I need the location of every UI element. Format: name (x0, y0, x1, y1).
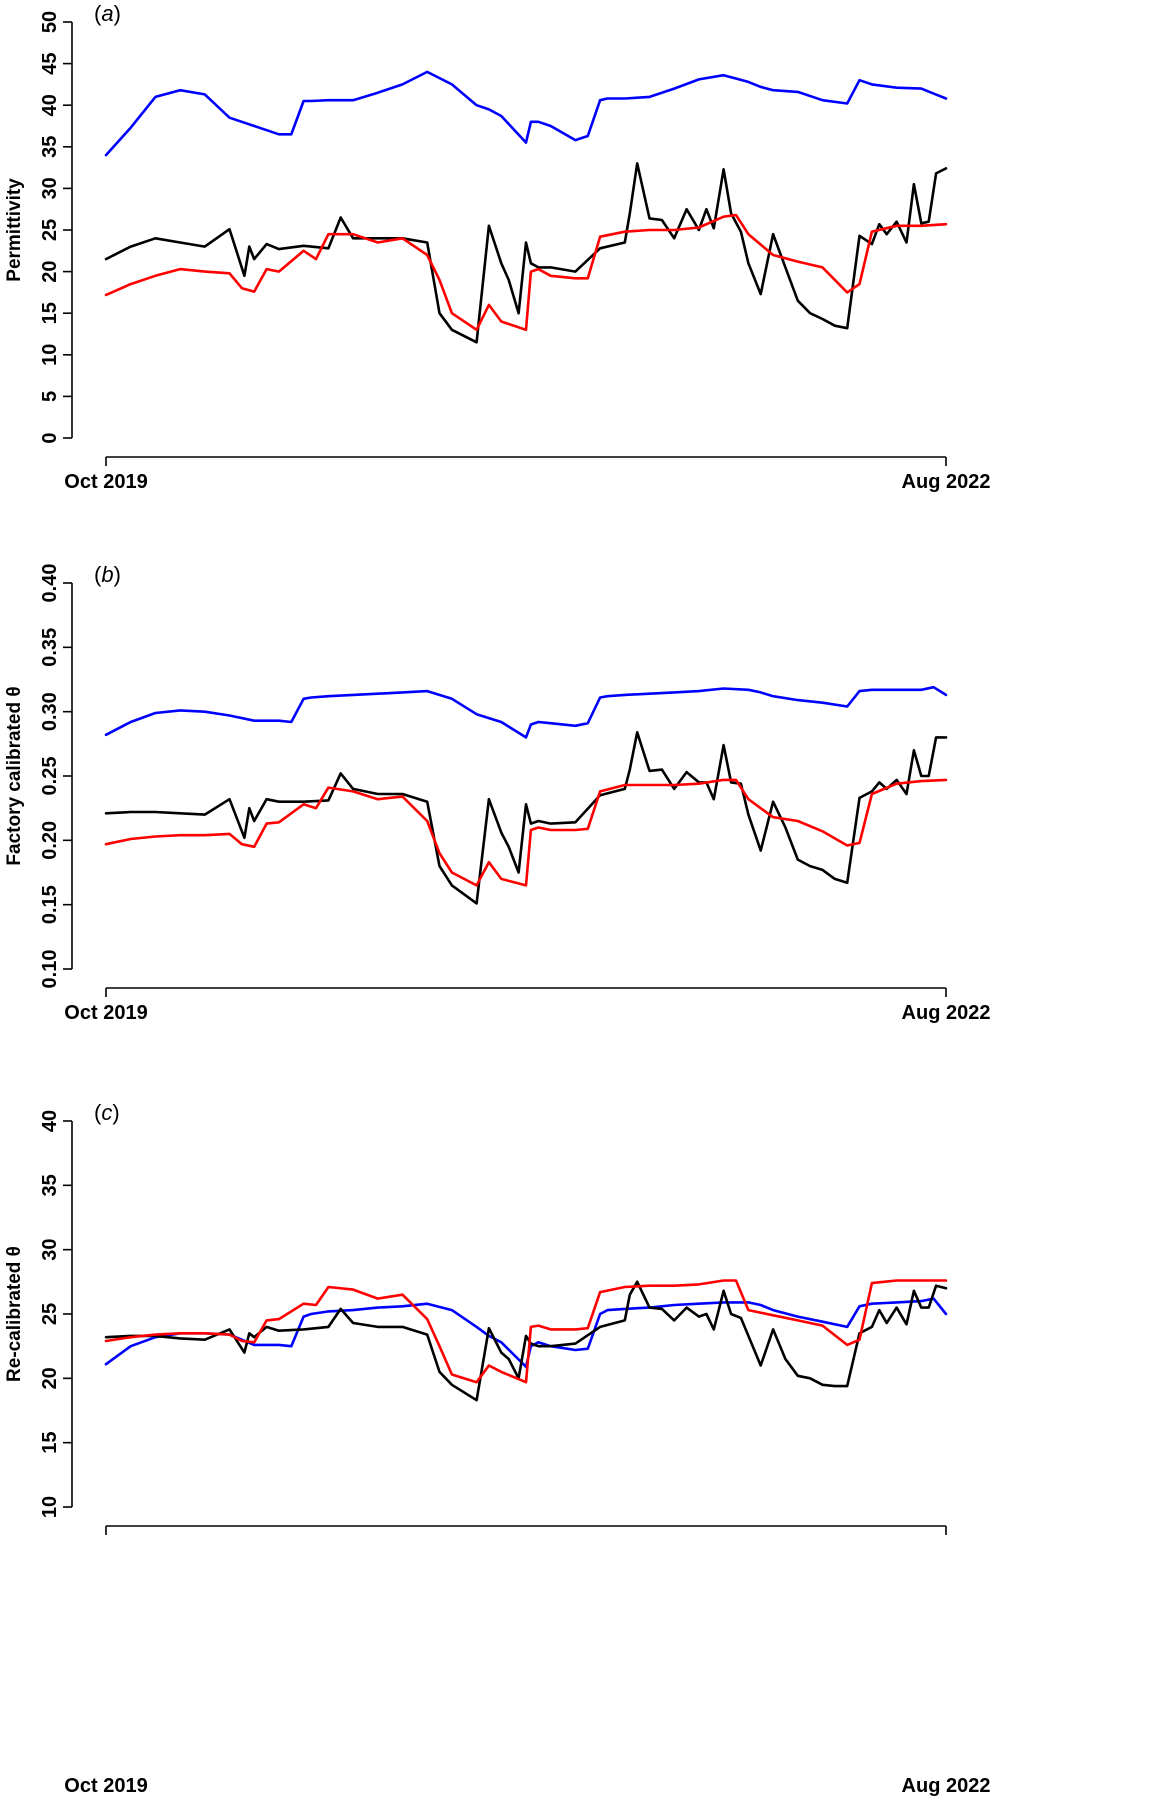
panel-letter: c (101, 1100, 112, 1125)
y-tick-label: 0.30 (39, 692, 61, 731)
x-tick-label: Aug 2022 (902, 1775, 991, 1797)
panel-c: 10 15 20 25 30 35 40 Re-calibrated θ Oct 2019 Aug… (4, 1100, 990, 1797)
y-tick-label: 50 (39, 11, 61, 33)
y-tick-label: 5 (39, 391, 61, 402)
series-line-2 (104, 213, 948, 332)
y-tick-label: 20 (39, 1367, 61, 1389)
y-tick-label: 10 (39, 344, 61, 366)
series-line-0 (104, 70, 948, 157)
y-axis-title: Re-calibrated θ (4, 1246, 25, 1382)
x-tick-label: Aug 2022 (902, 1002, 991, 1024)
series-line-2 (104, 778, 948, 887)
panel-b: 0.10 0.15 0.20 0.25 0.30 0.35 0.40 Factory cali… (4, 562, 990, 1024)
y-tick-label: 20 (39, 260, 61, 282)
y-tick-label: 15 (39, 302, 61, 324)
x-tick-label: Oct 2019 (64, 1775, 147, 1797)
series-line-0 (104, 1297, 948, 1369)
y-tick-label: 0.40 (39, 564, 61, 603)
y-tick-label: 0.35 (39, 628, 61, 667)
y-tick-label: 10 (39, 1496, 61, 1518)
y-tick-label: 0.10 (39, 950, 61, 989)
series-line-1 (104, 1280, 948, 1402)
panel-a: 0 5 10 15 20 25 30 35 40 45 50 Permittivity Oct 2019… (4, 1, 990, 493)
series-line-1 (104, 162, 948, 344)
panel-letter: a (101, 1, 113, 26)
series-line-0 (104, 685, 948, 739)
y-tick-label: 0.20 (39, 821, 61, 860)
y-tick-label: 15 (39, 1432, 61, 1454)
y-tick-label: 45 (39, 52, 61, 74)
y-axis-title: Permittivity (4, 178, 25, 282)
y-tick-label: 0 (39, 432, 61, 443)
y-tick-label: 0.25 (39, 757, 61, 796)
y-tick-label: 35 (39, 1174, 61, 1196)
x-tick-label: Oct 2019 (64, 1002, 147, 1024)
panel-label: (c) (94, 1100, 120, 1125)
x-tick-label: Aug 2022 (902, 471, 991, 493)
panel-label: (b) (94, 562, 121, 587)
y-tick-label: 25 (39, 219, 61, 241)
y-tick-label: 35 (39, 136, 61, 158)
series-line-1 (104, 731, 948, 905)
x-tick-label: Oct 2019 (64, 471, 147, 493)
y-tick-label: 25 (39, 1303, 61, 1325)
series-line-2 (104, 1279, 948, 1384)
y-axis-title: Factory calibrated θ (4, 686, 25, 865)
panel-letter: b (101, 562, 113, 587)
y-tick-label: 40 (39, 1110, 61, 1132)
y-tick-label: 40 (39, 94, 61, 116)
y-tick-label: 30 (39, 177, 61, 199)
panel-label: (a) (94, 1, 121, 26)
y-tick-label: 30 (39, 1239, 61, 1261)
y-tick-label: 0.15 (39, 885, 61, 924)
